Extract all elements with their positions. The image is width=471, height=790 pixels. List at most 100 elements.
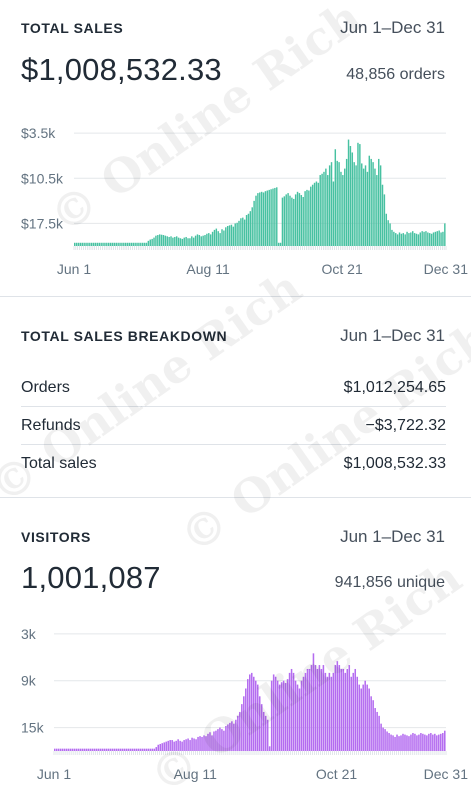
chart-bar[interactable]: [194, 235, 197, 246]
chart-bar[interactable]: [430, 733, 432, 751]
chart-bar[interactable]: [332, 181, 335, 247]
chart-bar[interactable]: [260, 191, 263, 246]
chart-bar[interactable]: [185, 739, 187, 751]
chart-bar[interactable]: [77, 748, 80, 751]
chart-bar[interactable]: [133, 748, 136, 751]
chart-bar[interactable]: [281, 197, 284, 247]
chart-bar[interactable]: [417, 234, 420, 246]
chart-bar[interactable]: [223, 230, 225, 246]
chart-bar[interactable]: [199, 736, 201, 751]
chart-bar[interactable]: [262, 192, 265, 246]
chart-bar[interactable]: [345, 158, 348, 246]
chart-bar[interactable]: [342, 668, 345, 751]
chart-bar[interactable]: [177, 739, 179, 751]
chart-bar[interactable]: [442, 231, 444, 246]
chart-bar[interactable]: [177, 237, 180, 246]
chart-bar[interactable]: [361, 163, 363, 246]
chart-bar[interactable]: [384, 729, 386, 752]
chart-bar[interactable]: [243, 696, 245, 751]
chart-bar[interactable]: [105, 748, 108, 751]
chart-bar[interactable]: [362, 684, 364, 751]
chart-bar[interactable]: [370, 696, 372, 751]
chart-bar[interactable]: [362, 168, 365, 246]
chart-bar[interactable]: [406, 231, 408, 246]
chart-bar[interactable]: [145, 242, 148, 246]
chart-bar[interactable]: [241, 704, 243, 752]
chart-bar[interactable]: [404, 734, 406, 751]
chart-bar[interactable]: [91, 748, 94, 751]
chart-bar[interactable]: [145, 748, 148, 751]
chart-bar[interactable]: [245, 688, 247, 752]
chart-bar[interactable]: [171, 740, 173, 751]
visitors-chart[interactable]: 15k 9k 3k Jun 1 Aug 11 Oct 21 Dec 31: [0, 608, 471, 790]
chart-bar[interactable]: [237, 715, 239, 751]
chart-bar[interactable]: [424, 734, 426, 751]
chart-bar[interactable]: [77, 242, 80, 246]
chart-bar[interactable]: [55, 748, 58, 751]
chart-bar[interactable]: [338, 665, 341, 751]
chart-bar[interactable]: [264, 715, 267, 751]
chart-bar[interactable]: [298, 193, 301, 246]
chart-bar[interactable]: [215, 730, 217, 751]
chart-bar[interactable]: [259, 192, 261, 246]
chart-bar[interactable]: [226, 226, 229, 246]
chart-bar[interactable]: [127, 748, 130, 751]
chart-bar[interactable]: [278, 684, 281, 751]
sales-chart[interactable]: $17.5k $10.5k $3.5k Jun 1 Aug 11 Oct 21 Dec 31: [0, 100, 471, 280]
chart-bar[interactable]: [111, 242, 114, 246]
chart-bar[interactable]: [167, 740, 169, 751]
chart-bar[interactable]: [196, 234, 199, 246]
chart-bar[interactable]: [395, 233, 397, 246]
chart-bar[interactable]: [348, 665, 351, 751]
chart-bar[interactable]: [231, 721, 233, 751]
chart-bar[interactable]: [166, 236, 168, 246]
chart-bar[interactable]: [187, 738, 189, 752]
chart-bar[interactable]: [285, 194, 287, 246]
chart-bar[interactable]: [256, 684, 259, 751]
chart-bar[interactable]: [203, 735, 205, 752]
chart-bar[interactable]: [113, 748, 116, 751]
chart-bar[interactable]: [368, 155, 371, 246]
chart-bar[interactable]: [189, 740, 191, 751]
chart-bar[interactable]: [89, 748, 92, 751]
chart-bar[interactable]: [383, 194, 386, 246]
chart-bar[interactable]: [219, 727, 221, 751]
chart-bar[interactable]: [158, 234, 161, 246]
chart-bar[interactable]: [272, 674, 275, 751]
chart-bar[interactable]: [270, 189, 272, 246]
chart-bar[interactable]: [219, 233, 221, 246]
chart-bar[interactable]: [159, 743, 161, 751]
chart-bar[interactable]: [251, 207, 253, 246]
chart-bar[interactable]: [294, 680, 297, 751]
chart-bar[interactable]: [71, 748, 74, 751]
chart-bar[interactable]: [75, 748, 78, 751]
chart-bar[interactable]: [211, 231, 214, 246]
chart-bar[interactable]: [290, 668, 293, 751]
chart-bar[interactable]: [300, 680, 303, 751]
chart-bar[interactable]: [191, 236, 193, 246]
chart-bar[interactable]: [74, 242, 76, 246]
chart-bar[interactable]: [95, 748, 98, 751]
chart-bar[interactable]: [370, 158, 372, 246]
chart-bar[interactable]: [340, 171, 342, 246]
chart-bar[interactable]: [140, 242, 142, 246]
chart-bar[interactable]: [247, 679, 249, 752]
chart-bar[interactable]: [296, 191, 299, 246]
chart-bar[interactable]: [368, 688, 370, 752]
chart-bar[interactable]: [59, 748, 62, 751]
chart-bar[interactable]: [436, 735, 438, 752]
chart-bar[interactable]: [230, 224, 233, 246]
chart-bar[interactable]: [306, 189, 308, 246]
chart-bar[interactable]: [168, 236, 170, 246]
chart-bar[interactable]: [115, 748, 118, 751]
chart-bar[interactable]: [360, 688, 362, 752]
chart-bar[interactable]: [387, 220, 389, 246]
chart-bar[interactable]: [304, 191, 306, 246]
chart-bar[interactable]: [160, 234, 163, 246]
chart-bar[interactable]: [372, 162, 374, 246]
chart-bar[interactable]: [420, 733, 422, 751]
chart-bar[interactable]: [123, 242, 125, 246]
chart-bar[interactable]: [414, 733, 416, 751]
chart-bar[interactable]: [94, 242, 97, 246]
chart-bar[interactable]: [274, 187, 276, 246]
